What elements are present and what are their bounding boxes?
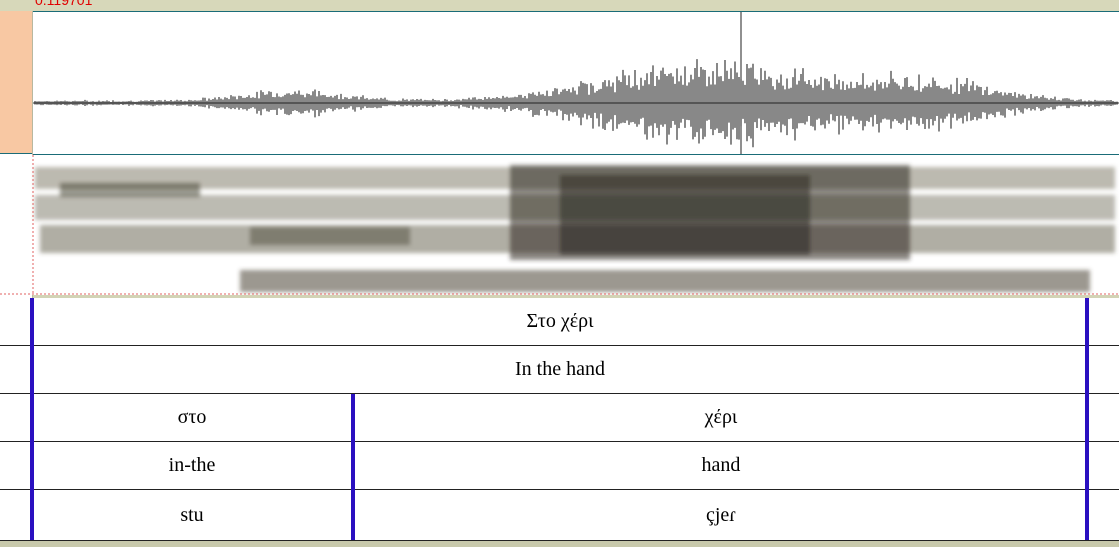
spectrogram (0, 155, 1119, 295)
cursor-time-label: 0.119701 (35, 0, 93, 8)
bottom-scroll-strip[interactable] (0, 541, 1119, 547)
tier-phonetic[interactable]: stu çjeɾ (0, 490, 1119, 541)
segment[interactable]: hand (355, 442, 1087, 489)
segment[interactable]: çjeɾ (355, 490, 1087, 540)
tier-sentence[interactable]: Στο χέρι (0, 298, 1119, 346)
segment-text: çjeɾ (706, 503, 736, 526)
segment-text: in-the (168, 454, 216, 476)
time-ruler: 0.119701 (0, 0, 1119, 11)
annotation-tiers: Στο χέρι In the hand στο χέρι in-the han… (0, 298, 1119, 541)
interval-boundary-start[interactable] (30, 298, 34, 540)
segment-text: χέρι (704, 406, 738, 428)
interval-boundary-end[interactable] (1085, 298, 1089, 540)
segment[interactable]: In the hand (33, 346, 1087, 393)
segment-text: stu (180, 503, 204, 526)
waveform-track-marker[interactable] (0, 11, 32, 154)
segment[interactable]: in-the (33, 442, 351, 489)
waveform-samples (34, 59, 1118, 148)
waveform (33, 12, 1119, 154)
tier-gloss[interactable]: in-the hand (0, 442, 1119, 490)
segment-text: hand (701, 454, 741, 476)
segment[interactable]: Στο χέρι (33, 298, 1087, 345)
tier-translation[interactable]: In the hand (0, 346, 1119, 394)
waveform-panel[interactable] (33, 11, 1119, 155)
segment[interactable]: στο (33, 394, 351, 441)
segment[interactable]: stu (33, 490, 351, 540)
segment-text: In the hand (515, 358, 605, 380)
segment[interactable]: χέρι (355, 394, 1087, 441)
interval-boundary-word[interactable] (351, 394, 355, 540)
segment-text: στο (177, 406, 207, 428)
spectrogram-energy (35, 165, 1115, 292)
segment-text: Στο χέρι (526, 310, 594, 332)
spectrogram-panel[interactable] (0, 155, 1119, 295)
tier-words[interactable]: στο χέρι (0, 394, 1119, 442)
